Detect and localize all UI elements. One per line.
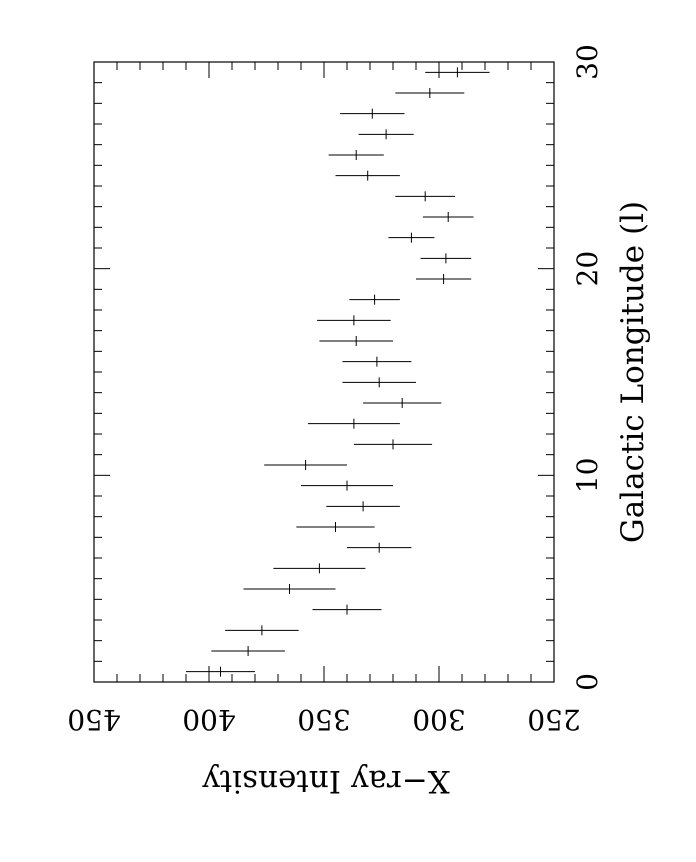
data-point xyxy=(328,150,384,160)
data-point xyxy=(307,418,400,429)
data-point xyxy=(211,646,285,656)
data-point xyxy=(425,67,490,78)
data-point xyxy=(420,253,472,264)
y-axis-label: X−ray Intensity xyxy=(202,763,450,799)
x-tick-label: 30 xyxy=(571,44,604,80)
data-point xyxy=(340,108,405,119)
data-point xyxy=(243,584,336,594)
data-point xyxy=(342,356,412,367)
x-tick-label: 20 xyxy=(571,251,604,287)
y-tick-label: 400 xyxy=(182,703,235,736)
tick-labels: 0 10 20 30 250 300 350 400 450 xyxy=(67,44,604,736)
data-point xyxy=(335,170,400,181)
data-point xyxy=(319,336,393,346)
y-tick-label: 250 xyxy=(527,703,580,736)
y-tick-label: 300 xyxy=(412,703,465,736)
data-points xyxy=(186,67,490,677)
y-tick-label: 450 xyxy=(67,703,120,736)
data-point xyxy=(363,398,442,408)
data-point xyxy=(353,439,433,450)
data-point xyxy=(416,274,472,284)
data-point xyxy=(296,522,375,532)
data-point xyxy=(395,191,456,202)
data-point xyxy=(395,88,465,98)
x-tick-label: 10 xyxy=(571,458,604,494)
tick-marks xyxy=(93,61,555,683)
data-point xyxy=(326,501,400,512)
data-point xyxy=(312,604,382,615)
y-tick-label: 350 xyxy=(297,703,350,736)
data-point xyxy=(186,666,255,677)
x-axis-label: Galactic Longitude (l) xyxy=(615,201,651,543)
data-point xyxy=(347,542,412,553)
data-point xyxy=(422,212,474,222)
data-point xyxy=(317,315,391,326)
data-point xyxy=(301,480,393,491)
x-tick-label: 0 xyxy=(571,673,604,691)
data-point xyxy=(388,232,435,243)
data-point xyxy=(342,377,416,388)
data-point xyxy=(273,563,366,574)
data-point xyxy=(358,129,414,140)
data-point xyxy=(225,625,299,636)
data-point xyxy=(349,294,400,305)
data-point xyxy=(264,460,347,470)
